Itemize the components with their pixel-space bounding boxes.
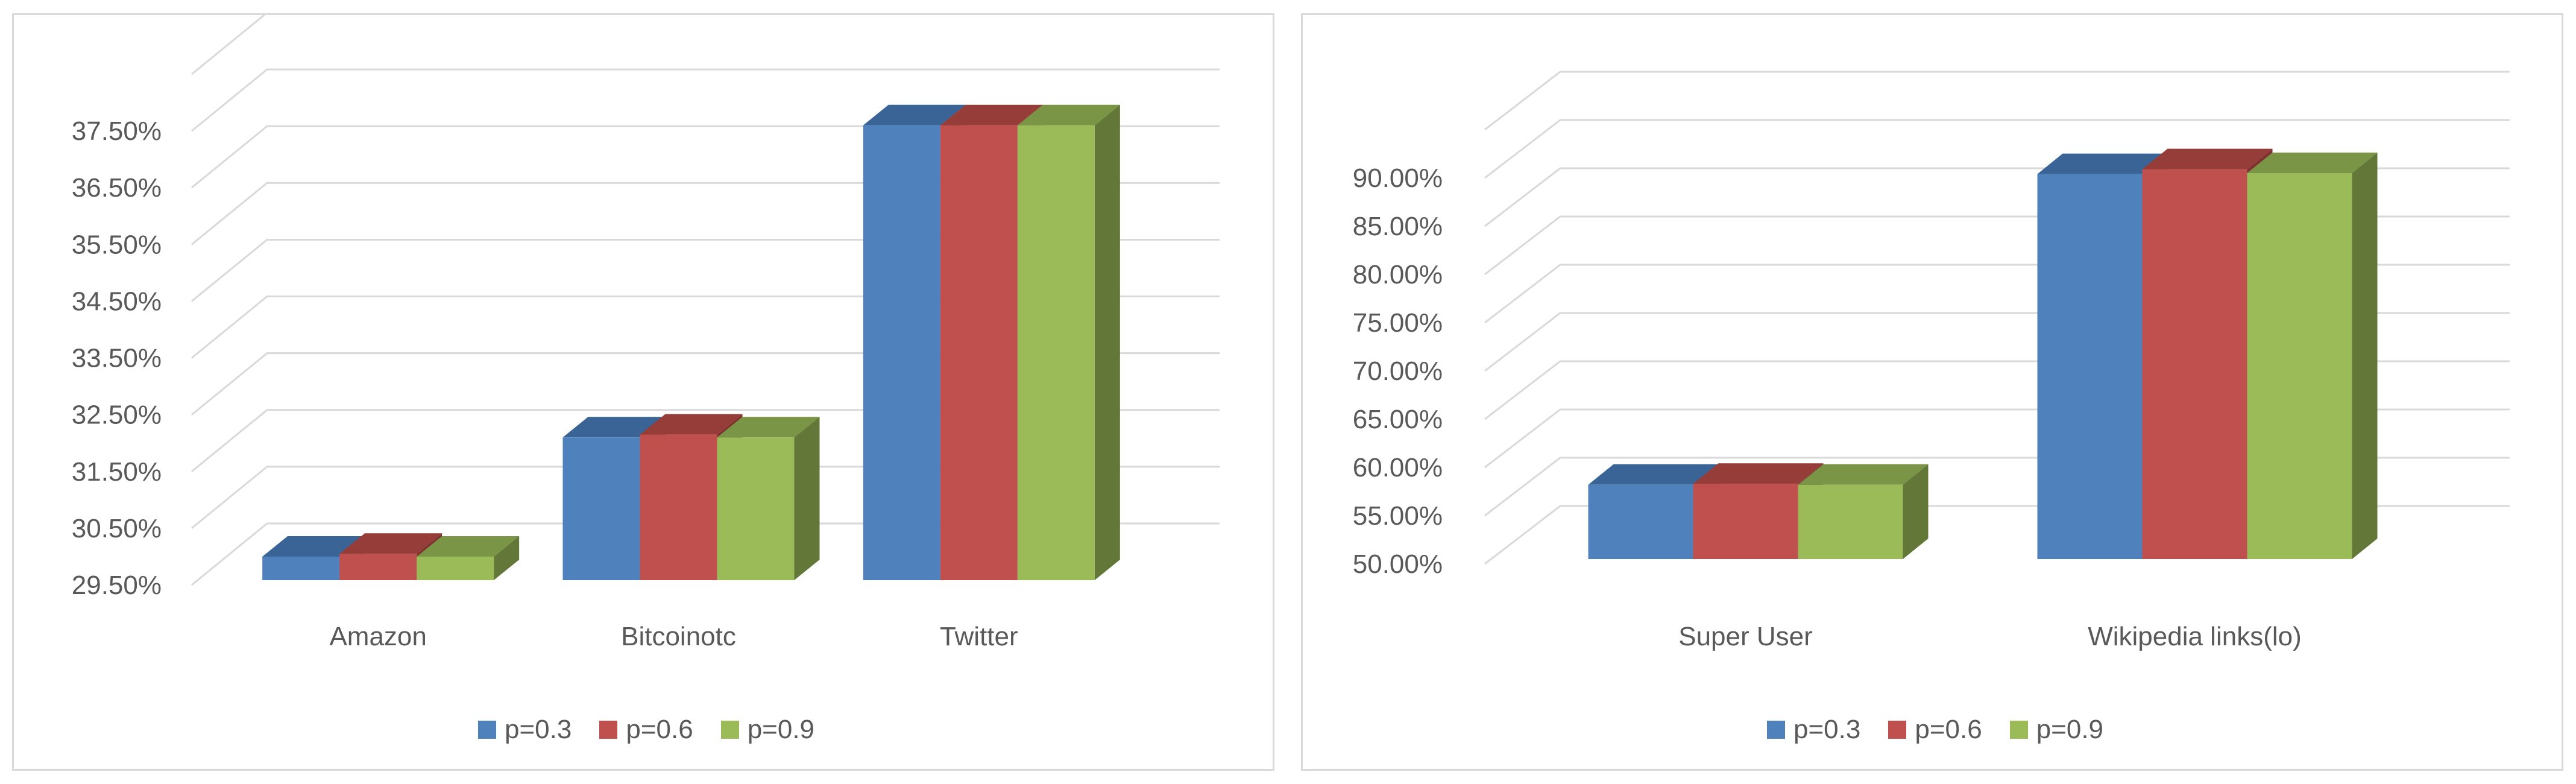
bar-front bbox=[863, 125, 940, 580]
bar-bitcoinotc-series-2 bbox=[717, 417, 820, 580]
bar-side bbox=[1903, 464, 1929, 559]
x-category-label: Super User bbox=[1678, 622, 1813, 651]
legend-label: p=0.6 bbox=[626, 715, 693, 744]
gridlines bbox=[191, 15, 1220, 586]
bar-wikipedia-links-lo--series-2 bbox=[2247, 153, 2378, 559]
y-tick-label: 33.50% bbox=[72, 344, 162, 373]
bar-top bbox=[262, 536, 365, 557]
y-tick-label: 35.50% bbox=[72, 230, 162, 259]
y-tick-label: 75.00% bbox=[1353, 308, 1443, 338]
legend-swatch bbox=[599, 721, 618, 739]
legend-swatch bbox=[2009, 721, 2028, 739]
gridline bbox=[191, 15, 266, 75]
bar-front bbox=[717, 437, 795, 580]
y-tick-label: 32.50% bbox=[72, 400, 162, 430]
bar-top bbox=[1017, 104, 1120, 125]
bar-top bbox=[1798, 464, 1929, 485]
x-category-label: Twitter bbox=[940, 622, 1018, 651]
bar-top bbox=[2247, 153, 2378, 173]
legend-item-p09: p=0.9 bbox=[720, 715, 815, 745]
y-tick-label: 50.00% bbox=[1353, 549, 1443, 579]
bar-top bbox=[640, 414, 743, 435]
bar-front bbox=[2142, 169, 2247, 560]
x-category-label: Bitcoinotc bbox=[621, 622, 736, 651]
y-tick-label: 80.00% bbox=[1353, 260, 1443, 289]
y-tick-label: 31.50% bbox=[72, 457, 162, 487]
bar-side bbox=[494, 536, 520, 580]
bar-top bbox=[717, 417, 820, 438]
y-tick-label: 30.50% bbox=[72, 514, 162, 543]
bar-side bbox=[1094, 104, 1120, 580]
y-tick-label: 60.00% bbox=[1353, 453, 1443, 482]
legend-item-p06: p=0.6 bbox=[1888, 715, 1982, 745]
legend-item-p03: p=0.3 bbox=[1767, 715, 1860, 745]
bars bbox=[262, 104, 1120, 580]
chart-panel-right: 50.00% 55.00% 60.00% 65.00% 70.00% 75.00% 80.0… bbox=[1301, 13, 2563, 771]
gridline bbox=[191, 68, 1220, 132]
bar-front bbox=[640, 434, 717, 580]
bar-top bbox=[940, 104, 1043, 125]
bar-top bbox=[339, 533, 442, 554]
bar-front bbox=[940, 125, 1018, 580]
legend-left: p=0.3 p=0.6 p=0.9 bbox=[478, 709, 814, 751]
bar-top bbox=[562, 417, 666, 438]
bar-front bbox=[339, 554, 417, 580]
x-category-label: Wikipedia links(lo) bbox=[2088, 622, 2302, 651]
bar-front bbox=[262, 556, 340, 580]
bar-front bbox=[417, 556, 494, 580]
bar-amazon-series-2 bbox=[417, 536, 520, 580]
y-axis-labels: 29.50% 30.50% 31.50% 32.50% 33.50% 34.50% 35.5… bbox=[72, 116, 162, 600]
bar-top bbox=[1588, 464, 1719, 485]
legend-item-p03: p=0.3 bbox=[478, 715, 572, 745]
y-tick-label: 34.50% bbox=[72, 286, 162, 316]
y-tick-label: 85.00% bbox=[1353, 212, 1443, 241]
bar-front bbox=[1017, 125, 1095, 580]
legend-label: p=0.9 bbox=[2036, 715, 2104, 744]
bar-chart-right: 50.00% 55.00% 60.00% 65.00% 70.00% 75.00% 80.0… bbox=[1353, 71, 2510, 651]
legend-label: p=0.6 bbox=[1915, 715, 1982, 744]
y-tick-label: 70.00% bbox=[1353, 356, 1443, 386]
bar-front bbox=[1798, 484, 1903, 559]
legend-swatch bbox=[1767, 721, 1785, 739]
bar-top bbox=[2037, 153, 2168, 174]
bars bbox=[1588, 148, 2378, 560]
bar-side bbox=[2352, 153, 2378, 559]
y-tick-label: 65.00% bbox=[1353, 405, 1443, 434]
legend-label: p=0.9 bbox=[747, 715, 815, 744]
bar-chart-left: 29.50% 30.50% 31.50% 32.50% 33.50% 34.50% 35.5… bbox=[72, 15, 1220, 651]
bar-super-user-series-2 bbox=[1798, 464, 1929, 559]
y-tick-label: 90.00% bbox=[1353, 163, 1443, 193]
bar-top bbox=[417, 536, 520, 557]
y-tick-label: 37.50% bbox=[72, 116, 162, 146]
bar-front bbox=[2037, 174, 2143, 560]
legend-label: p=0.3 bbox=[1793, 715, 1861, 744]
legend-swatch bbox=[1888, 721, 1907, 739]
legend-swatch bbox=[720, 721, 739, 739]
legend-right: p=0.3 p=0.6 p=0.9 bbox=[1767, 709, 2103, 751]
bar-side bbox=[794, 417, 820, 580]
y-tick-label: 36.50% bbox=[72, 173, 162, 203]
bar-top bbox=[863, 104, 966, 125]
bar-top bbox=[1693, 463, 1824, 484]
x-category-label: Amazon bbox=[329, 622, 426, 651]
legend-item-p09: p=0.9 bbox=[2009, 715, 2104, 745]
legend-swatch bbox=[478, 721, 496, 739]
bar-front bbox=[2247, 173, 2352, 559]
legend-item-p06: p=0.6 bbox=[599, 715, 693, 745]
bar-front bbox=[562, 437, 640, 580]
y-axis-labels: 50.00% 55.00% 60.00% 65.00% 70.00% 75.00% 80.0… bbox=[1353, 163, 1443, 579]
bar-front bbox=[1693, 484, 1798, 559]
y-tick-label: 55.00% bbox=[1353, 501, 1443, 531]
bar-top bbox=[2142, 148, 2273, 169]
bar-twitter-series-2 bbox=[1017, 104, 1120, 580]
legend-label: p=0.3 bbox=[505, 715, 572, 744]
gridline bbox=[1484, 71, 2510, 131]
bar-front bbox=[1588, 484, 1693, 559]
chart-panel-left: 29.50% 30.50% 31.50% 32.50% 33.50% 34.50% 35.5… bbox=[12, 13, 1274, 771]
y-tick-label: 29.50% bbox=[72, 571, 162, 600]
gridline bbox=[1484, 119, 2510, 179]
